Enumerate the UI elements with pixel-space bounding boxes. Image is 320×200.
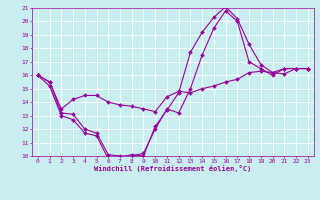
X-axis label: Windchill (Refroidissement éolien,°C): Windchill (Refroidissement éolien,°C) <box>94 165 252 172</box>
